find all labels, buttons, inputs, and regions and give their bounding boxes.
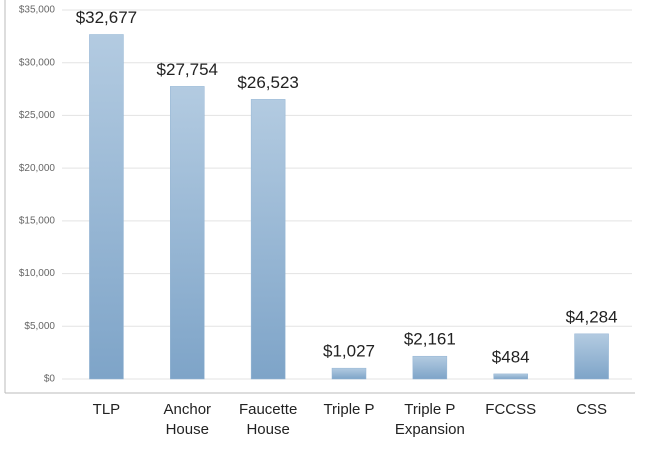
value-label: $32,677 xyxy=(76,8,137,27)
x-tick-label: Faucette House xyxy=(238,401,298,438)
x-tick-label: CSS xyxy=(576,401,607,418)
value-label: $4,284 xyxy=(566,307,618,326)
value-label: $2,161 xyxy=(404,330,456,349)
y-tick-label: $30,000 xyxy=(19,57,56,68)
bar xyxy=(89,34,124,380)
bar xyxy=(170,86,205,380)
y-tick-label: $0 xyxy=(44,374,56,385)
value-label: $1,027 xyxy=(323,342,375,361)
bar xyxy=(493,373,528,380)
bar xyxy=(412,355,448,380)
x-tick-label: Triple P xyxy=(323,401,375,418)
x-tick-label: TLP xyxy=(92,401,121,418)
x-tick-label: Triple P Expansion xyxy=(394,401,465,438)
y-tick-label: $25,000 xyxy=(19,110,56,121)
bar xyxy=(574,333,609,380)
value-label: $26,523 xyxy=(237,73,298,92)
x-tick-label: FCCSS xyxy=(485,401,537,418)
y-tick-label: $5,000 xyxy=(24,321,55,332)
value-label: $484 xyxy=(492,347,530,366)
bar xyxy=(250,99,286,380)
bar xyxy=(331,367,367,380)
y-tick-label: $35,000 xyxy=(19,5,56,16)
y-tick-label: $20,000 xyxy=(19,163,56,174)
value-label: $27,754 xyxy=(157,60,218,79)
y-tick-label: $15,000 xyxy=(19,215,56,226)
x-tick-label: Anchor House xyxy=(163,401,212,438)
y-tick-label: $10,000 xyxy=(19,268,56,279)
